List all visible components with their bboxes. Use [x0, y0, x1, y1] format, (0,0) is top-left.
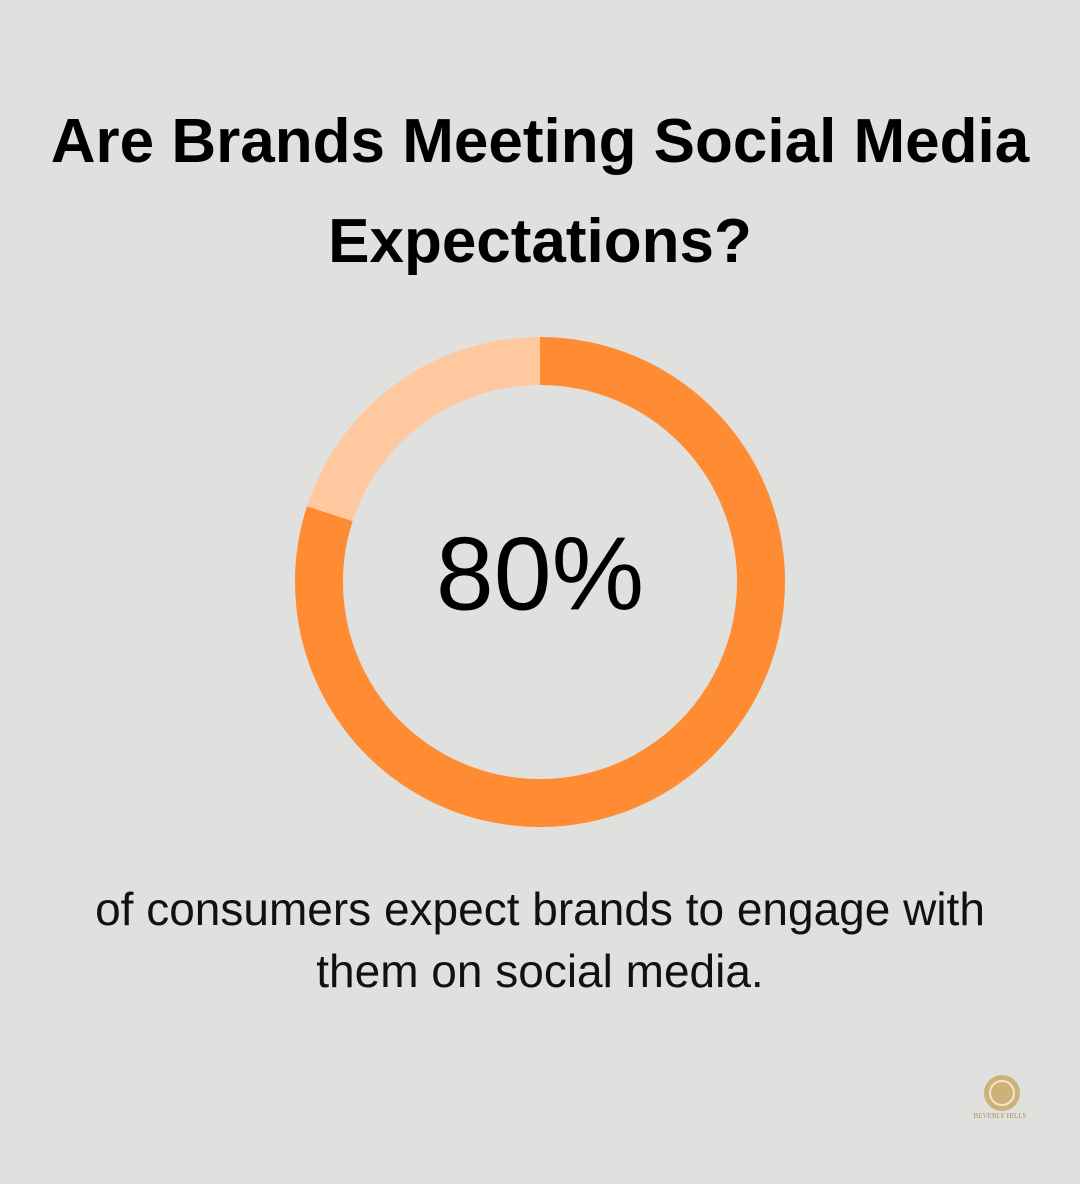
donut-segment: [295, 337, 785, 827]
donut-segment: [306, 337, 541, 522]
center-value-label: 80%: [436, 516, 644, 632]
chart-title: Are Brands Meeting Social Media Expectat…: [50, 107, 1030, 276]
brand-name: BEVERLY HILLS: [973, 1112, 1027, 1120]
brand-logo-ring: [989, 1080, 1015, 1106]
description: of consumers expect brands to engage wit…: [95, 883, 985, 997]
